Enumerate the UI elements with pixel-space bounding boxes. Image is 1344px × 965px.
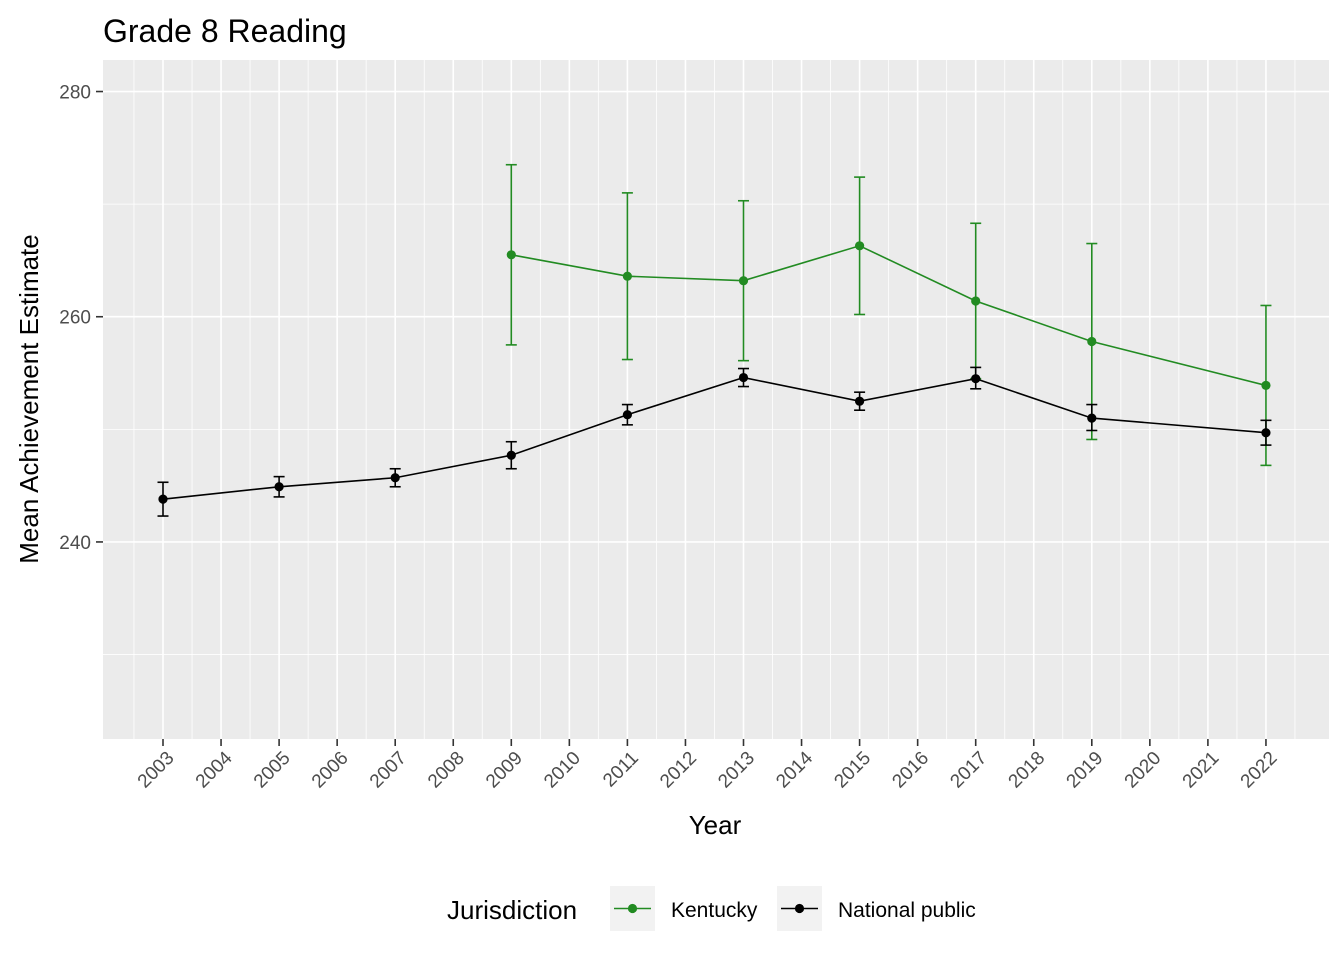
x-tick-label: 2007 bbox=[366, 748, 411, 793]
y-axis-label: Mean Achievement Estimate bbox=[14, 234, 44, 564]
x-tick-label: 2010 bbox=[540, 748, 585, 793]
legend-label: National public bbox=[838, 899, 976, 922]
y-tick-label: 280 bbox=[59, 83, 91, 104]
data-point[interactable] bbox=[1087, 413, 1097, 423]
plot-panel bbox=[103, 60, 1329, 739]
x-tick-label: 2013 bbox=[714, 748, 759, 793]
x-tick-label: 2019 bbox=[1063, 748, 1108, 793]
x-tick-label: 2009 bbox=[482, 748, 527, 793]
x-tick-label: 2005 bbox=[250, 748, 295, 793]
data-point[interactable] bbox=[158, 494, 168, 504]
x-tick-label: 2014 bbox=[772, 747, 817, 792]
data-point[interactable] bbox=[855, 241, 865, 251]
data-point[interactable] bbox=[971, 296, 981, 306]
x-tick-label: 2004 bbox=[192, 747, 237, 792]
legend: Jurisdiction Kentucky National public bbox=[447, 886, 976, 931]
legend-key-point bbox=[627, 903, 638, 914]
x-tick-label: 2006 bbox=[308, 748, 353, 793]
data-point[interactable] bbox=[1261, 428, 1271, 438]
x-tick-label: 2008 bbox=[424, 748, 469, 793]
data-point[interactable] bbox=[274, 482, 284, 492]
x-tick-label: 2016 bbox=[888, 748, 933, 793]
series-line bbox=[162, 376, 1267, 500]
y-tick-label: 260 bbox=[59, 308, 91, 329]
x-tick-label: 2012 bbox=[656, 748, 701, 793]
data-point[interactable] bbox=[1087, 336, 1097, 347]
x-axis-label: Year bbox=[689, 810, 742, 840]
x-tick-label: 2015 bbox=[830, 748, 875, 793]
data-point[interactable] bbox=[971, 374, 981, 384]
x-tick-label: 2003 bbox=[134, 748, 179, 793]
x-tick-label: 2021 bbox=[1179, 748, 1224, 793]
data-point[interactable] bbox=[738, 372, 749, 383]
legend-key-point bbox=[794, 903, 805, 914]
data-point[interactable] bbox=[1261, 380, 1271, 391]
x-tick-label: 2011 bbox=[599, 748, 643, 792]
x-tick-label: 2018 bbox=[1005, 748, 1050, 793]
data-point[interactable] bbox=[622, 410, 633, 420]
legend-title: Jurisdiction bbox=[447, 895, 577, 925]
data-point[interactable] bbox=[506, 450, 516, 460]
y-tick-label: 240 bbox=[59, 533, 91, 554]
data-point[interactable] bbox=[622, 271, 633, 281]
series-national-public bbox=[157, 366, 1272, 517]
chart-title: Grade 8 Reading bbox=[103, 13, 347, 49]
x-tick-label: 2020 bbox=[1121, 748, 1166, 793]
x-tick-label: 2017 bbox=[946, 748, 991, 793]
legend-item-national-public[interactable]: National public bbox=[777, 886, 976, 931]
legend-label: Kentucky bbox=[671, 899, 758, 922]
x-tick-label: 2022 bbox=[1237, 748, 1282, 793]
data-point[interactable] bbox=[738, 276, 749, 286]
data-point[interactable] bbox=[390, 473, 400, 483]
legend-item-kentucky[interactable]: Kentucky bbox=[610, 886, 758, 931]
data-point[interactable] bbox=[506, 250, 516, 260]
data-point[interactable] bbox=[855, 396, 865, 406]
